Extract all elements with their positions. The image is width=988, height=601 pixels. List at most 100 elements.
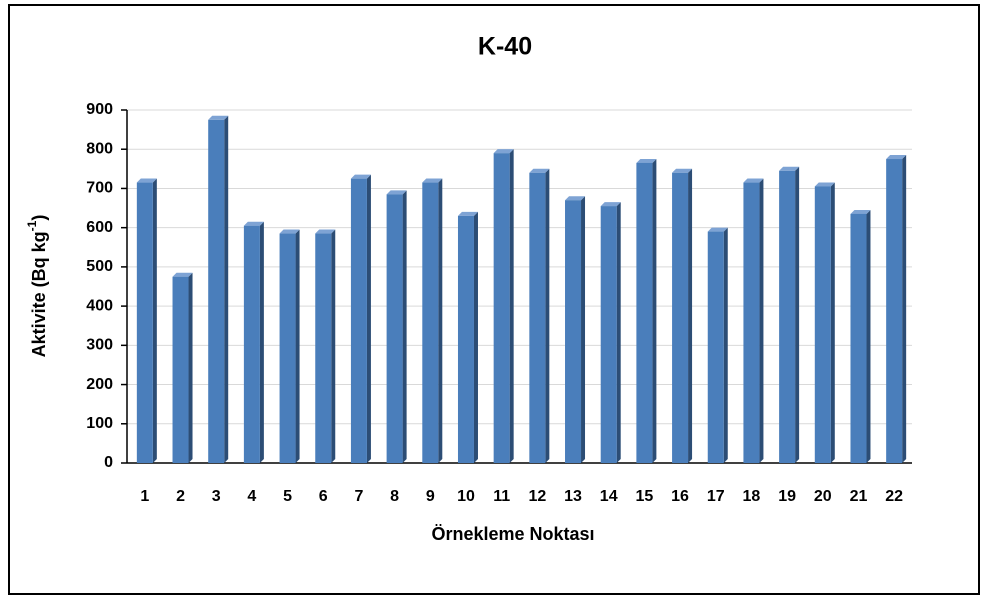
bar-side <box>866 209 871 463</box>
y-axis-label-suffix: ) <box>29 215 49 221</box>
y-tick-label: 600 <box>86 219 113 236</box>
bar-top <box>636 158 657 163</box>
y-tick-label: 0 <box>104 454 113 471</box>
y-axis-label: Aktivite (Bq kg-1) <box>25 215 49 358</box>
bar <box>672 172 689 463</box>
x-tick-label: 21 <box>850 488 868 505</box>
bar-side <box>438 178 443 464</box>
x-tick-label: 10 <box>457 488 475 505</box>
x-tick-label: 12 <box>528 488 546 505</box>
bar-side <box>652 158 657 463</box>
bar-top <box>315 229 336 234</box>
bar-side <box>259 221 264 463</box>
bar-side <box>545 168 550 463</box>
x-tick-label: 9 <box>426 488 435 505</box>
x-tick-label: 19 <box>778 488 796 505</box>
x-tick-label: 8 <box>390 488 399 505</box>
bar <box>600 206 617 463</box>
y-axis-label-text: Aktivite (Bq kg <box>29 231 49 357</box>
x-tick-label: 7 <box>354 488 363 505</box>
bar-side <box>152 178 157 464</box>
bar-side <box>581 196 586 463</box>
y-tick-label: 500 <box>86 258 113 275</box>
bar <box>493 153 510 463</box>
x-tick-label: 4 <box>247 488 256 505</box>
bar-top <box>172 272 193 277</box>
x-tick-label: 15 <box>635 488 653 505</box>
x-tick-label: 6 <box>319 488 328 505</box>
bar-top <box>279 229 300 234</box>
bar-side <box>902 155 907 463</box>
y-tick-label: 300 <box>86 337 113 354</box>
bar-top <box>386 190 407 195</box>
bar-side <box>688 168 693 463</box>
y-tick-label: 400 <box>86 297 113 314</box>
bar-top <box>707 227 728 232</box>
bar-side <box>616 202 621 463</box>
bar-side <box>473 211 478 463</box>
x-tick-label: 5 <box>283 488 292 505</box>
y-tick-label: 100 <box>86 415 113 432</box>
bar <box>529 172 546 463</box>
y-tick-label: 900 <box>86 101 113 118</box>
x-tick-label: 20 <box>814 488 832 505</box>
x-tick-label: 13 <box>564 488 582 505</box>
bar <box>814 186 831 463</box>
bar-side <box>331 229 336 463</box>
bar-top <box>350 174 371 179</box>
bar <box>457 215 474 463</box>
bar <box>350 178 367 463</box>
x-tick-label: 14 <box>600 488 618 505</box>
bar-top <box>565 196 586 201</box>
x-tick-label: 18 <box>743 488 761 505</box>
bar-side <box>402 190 407 464</box>
bar <box>386 194 403 464</box>
y-tick-label: 700 <box>86 180 113 197</box>
x-tick-label: 17 <box>707 488 725 505</box>
bar-side <box>366 174 371 463</box>
bar <box>243 225 260 463</box>
bar-top <box>850 209 871 214</box>
x-axis-label: Örnekleme Noktası <box>431 524 594 544</box>
bar-top <box>136 178 157 183</box>
bar-top <box>886 155 907 160</box>
y-tick-label: 200 <box>86 376 113 393</box>
bar-top <box>814 182 835 187</box>
bar <box>315 233 332 463</box>
bar <box>279 233 296 463</box>
bar <box>779 170 796 464</box>
bar-side <box>830 182 835 463</box>
bar <box>707 231 724 463</box>
x-tick-label: 2 <box>176 488 185 505</box>
bar-side <box>509 149 514 463</box>
bar-top <box>457 211 478 216</box>
bar <box>850 213 867 463</box>
bar-side <box>723 227 728 463</box>
bar-top <box>779 166 800 171</box>
y-axis-label-sup: -1 <box>25 220 39 231</box>
bar-top <box>672 168 693 173</box>
y-tick-label: 800 <box>86 140 113 157</box>
bar <box>136 182 153 464</box>
bar <box>636 162 653 463</box>
bar-top <box>493 149 514 154</box>
x-tick-label: 22 <box>885 488 903 505</box>
bar-side <box>188 272 193 463</box>
bar <box>208 119 225 464</box>
bar-top <box>600 202 621 207</box>
x-tick-label: 3 <box>212 488 221 505</box>
bar <box>743 182 760 464</box>
bar <box>172 276 189 463</box>
x-tick-label: 16 <box>671 488 689 505</box>
bar-top <box>743 178 764 183</box>
bar <box>886 159 903 463</box>
chart-title: K-40 <box>478 33 532 61</box>
bar-top <box>529 168 550 173</box>
x-tick-label: 11 <box>493 488 510 505</box>
bar-side <box>795 166 800 464</box>
bar-top <box>243 221 264 226</box>
bar-side <box>224 115 229 464</box>
bar-top <box>422 178 443 183</box>
bar-top <box>208 115 229 120</box>
